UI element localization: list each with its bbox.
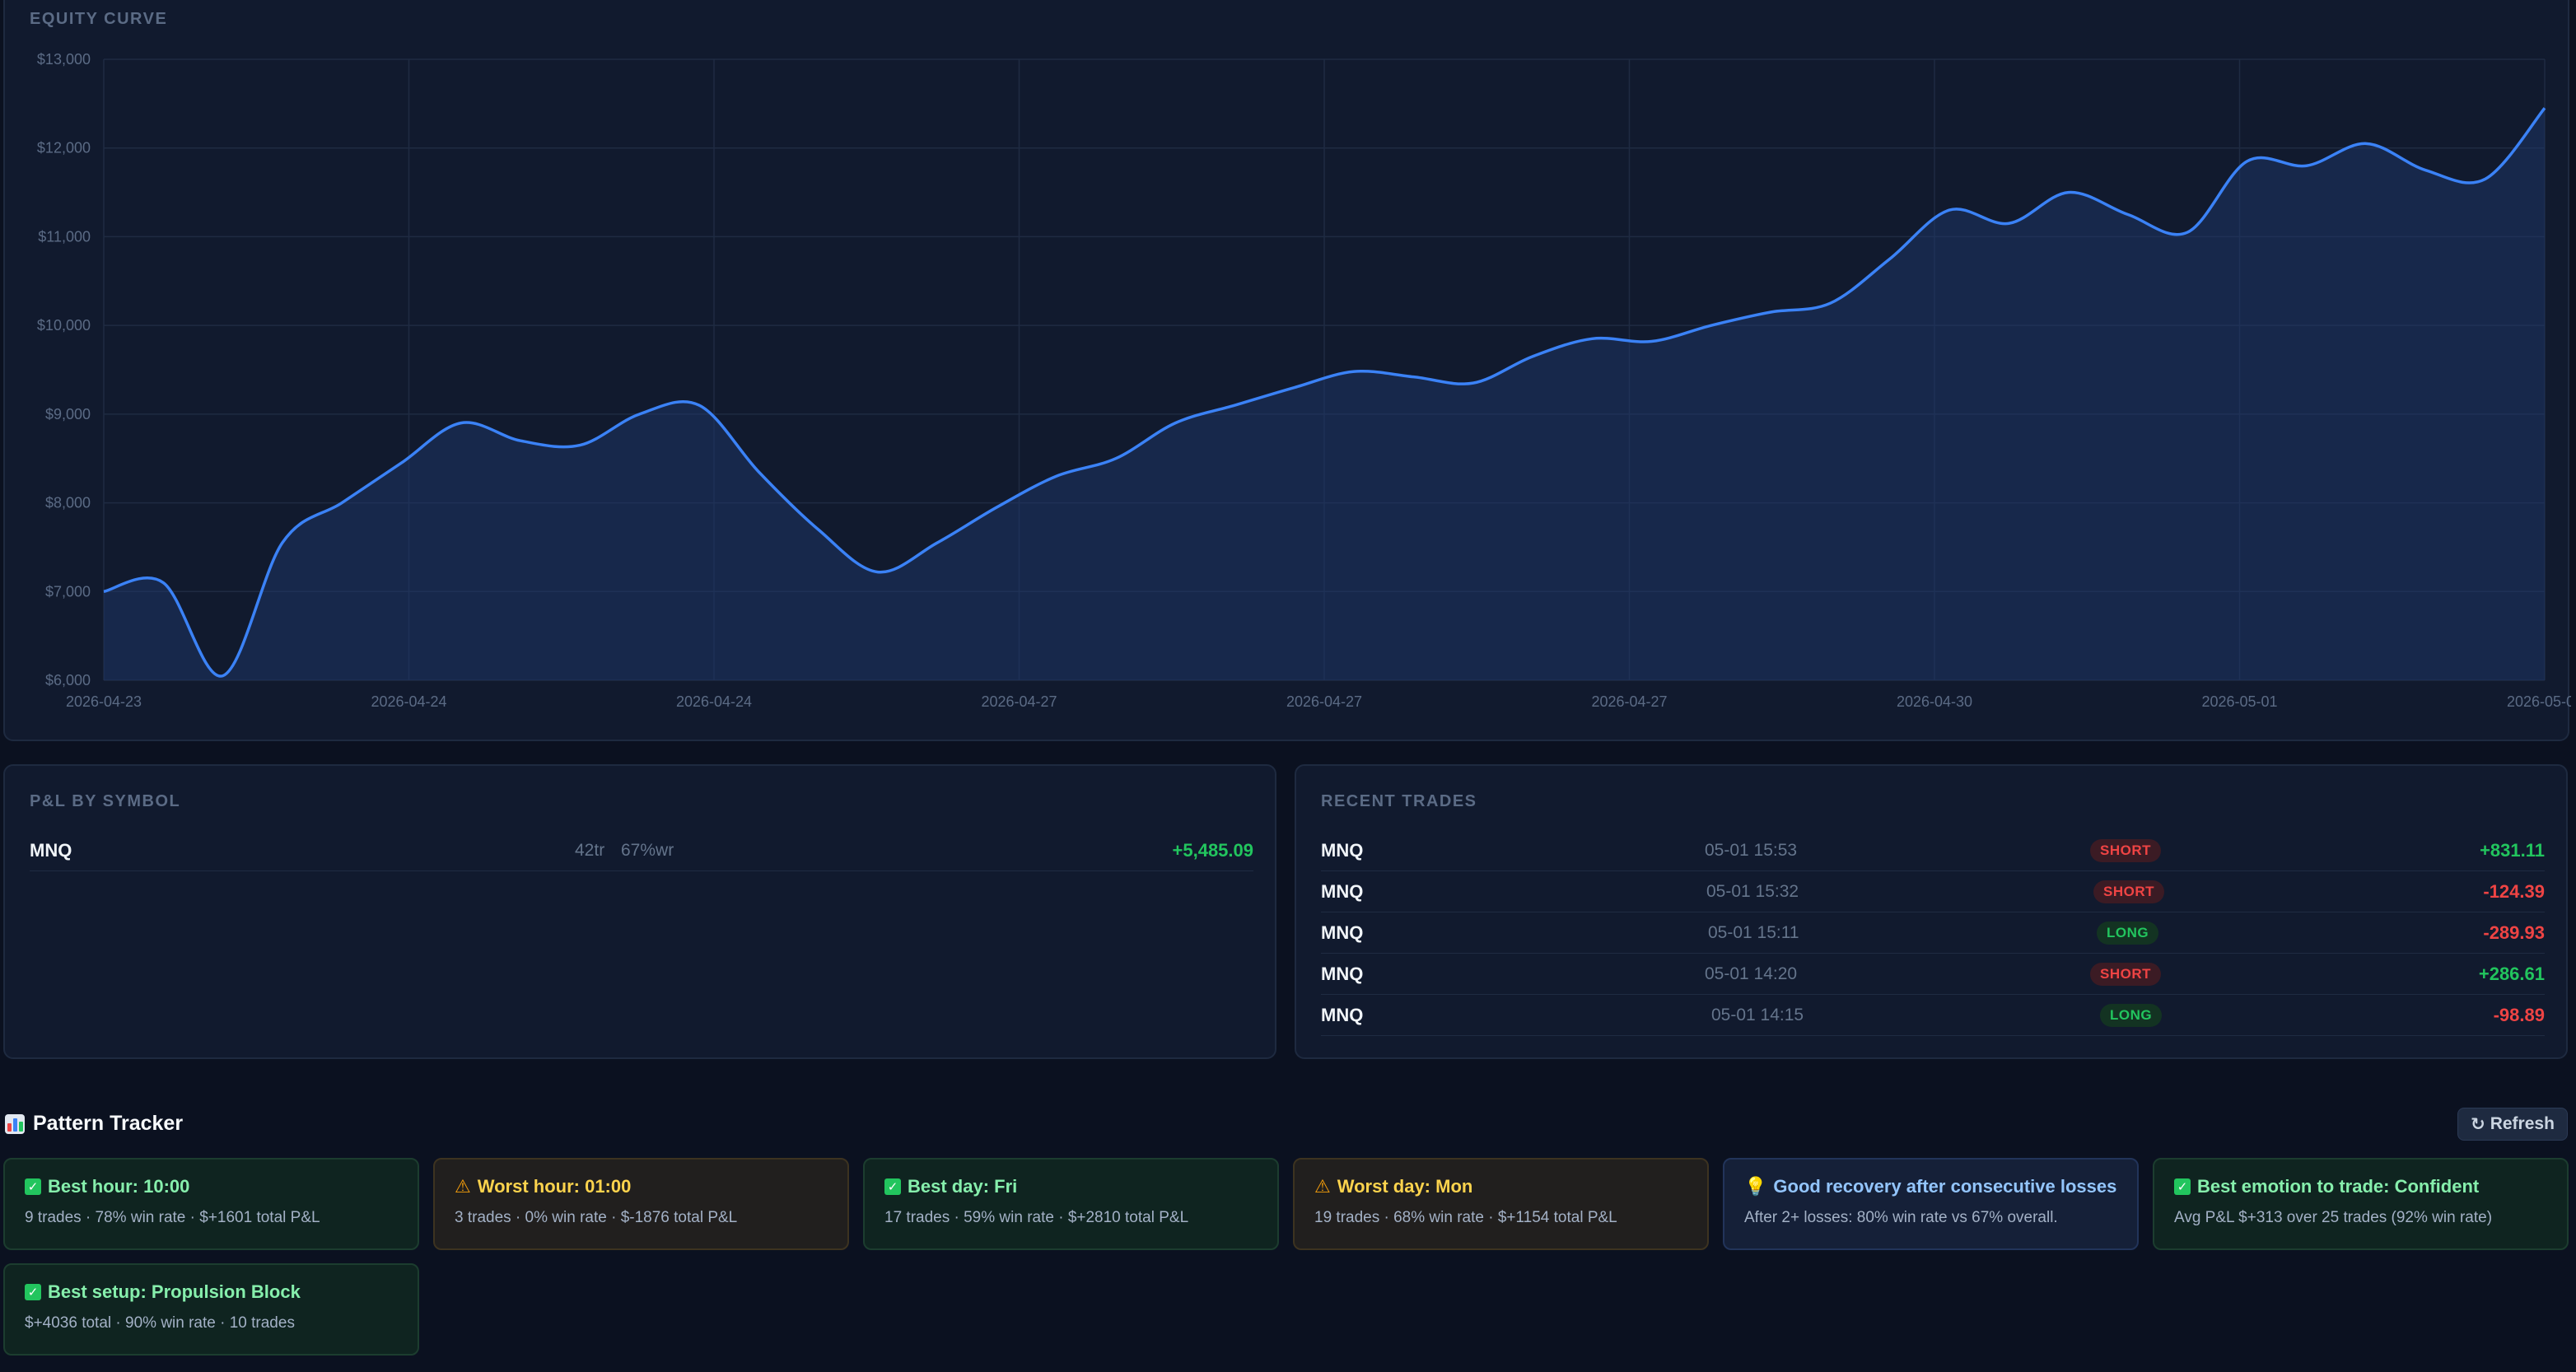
pattern-card: ✓ Best emotion to trade: Confident Avg P&…: [2153, 1158, 2569, 1250]
pattern-card-desc: 9 trades · 78% win rate · $+1601 total P…: [25, 1209, 320, 1226]
trade-time: 05-01 14:15: [1711, 1006, 1804, 1024]
pnl-by-symbol-title: P&L BY SYMBOL: [30, 792, 181, 810]
pattern-card-title: Best hour: 10:00: [48, 1176, 190, 1197]
y-tick-label: $9,000: [45, 406, 91, 422]
y-tick-label: $11,000: [38, 228, 91, 245]
refresh-icon: ↻: [2471, 1114, 2485, 1134]
equity-curve-title: EQUITY CURVE: [30, 10, 168, 28]
pattern-card-title: Best emotion to trade: Confident: [2197, 1176, 2480, 1197]
trade-side-badge: LONG: [2100, 1004, 2163, 1027]
x-tick-label: 2026-04-27: [1591, 693, 1667, 710]
equity-area-fill: [104, 108, 2545, 680]
pattern-card-desc: 19 trades · 68% win rate · $+1154 total …: [1314, 1209, 1617, 1226]
trade-row[interactable]: MNQ 05-01 15:32 SHORT -124.39: [1321, 871, 2545, 912]
trade-row[interactable]: MNQ 05-01 15:53 SHORT +831.11: [1321, 830, 2545, 871]
pattern-tracker-header: Pattern Tracker: [5, 1112, 183, 1136]
x-tick-label: 2026-05-01: [2507, 693, 2571, 710]
refresh-label: Refresh: [2490, 1114, 2555, 1133]
trade-symbol: MNQ: [1321, 964, 1364, 984]
y-tick-label: $6,000: [45, 672, 91, 688]
pattern-card-title: Good recovery after consecutive losses: [1773, 1176, 2117, 1197]
trade-row[interactable]: MNQ 05-01 14:15 LONG -98.89: [1321, 995, 2545, 1036]
equity-line: [103, 107, 2546, 678]
recent-trades-title: RECENT TRADES: [1321, 792, 1477, 810]
trade-symbol: MNQ: [1321, 922, 1364, 943]
trade-side-badge: LONG: [2097, 922, 2159, 945]
trade-pnl: -289.93: [2483, 922, 2545, 943]
x-tick-label: 2026-04-24: [676, 693, 752, 710]
pattern-card: ✓ Best hour: 10:00 9 trades · 78% win rat…: [3, 1158, 419, 1250]
pattern-card-title: Best setup: Propulsion Block: [48, 1281, 301, 1302]
y-tick-label: $8,000: [45, 495, 91, 511]
bar-chart-icon: [5, 1113, 25, 1134]
trade-side-badge: SHORT: [2093, 880, 2164, 903]
trade-time: 05-01 15:53: [1705, 841, 1798, 860]
pattern-card-title: Best day: Fri: [908, 1176, 1018, 1197]
trade-row[interactable]: MNQ 05-01 14:20 SHORT +286.61: [1321, 954, 2545, 995]
pattern-card-title: Worst day: Mon: [1337, 1176, 1473, 1197]
pattern-tracker-title: Pattern Tracker: [33, 1112, 184, 1135]
pnl-by-symbol-panel: P&L BY SYMBOL MNQ 42tr 67%wr +5,485.09: [3, 764, 1276, 1059]
y-tick-label: $12,000: [37, 140, 91, 156]
check-icon: ✓: [2174, 1178, 2191, 1195]
trade-time: 05-01 15:32: [1706, 882, 1799, 901]
pattern-card-desc: After 2+ losses: 80% win rate vs 67% ove…: [1744, 1209, 2058, 1226]
equity-curve-panel: EQUITY CURVE $6,000 $7,000 $8,000 $9,000 $10…: [3, 0, 2571, 741]
check-icon: ✓: [25, 1284, 41, 1300]
trade-time: 05-01 14:20: [1705, 964, 1798, 983]
trade-symbol: MNQ: [1321, 881, 1364, 902]
trade-count: 42tr: [575, 841, 605, 860]
symbol-pnl: +5,485.09: [1172, 840, 1253, 861]
trade-symbol: MNQ: [1321, 1005, 1364, 1025]
y-tick-label: $10,000: [37, 317, 91, 334]
trade-symbol: MNQ: [1321, 840, 1364, 861]
pattern-card-desc: 17 trades · 59% win rate · $+2810 total …: [884, 1209, 1189, 1226]
trade-pnl: -124.39: [2483, 881, 2545, 902]
trade-row[interactable]: MNQ 05-01 15:11 LONG -289.93: [1321, 912, 2545, 954]
win-rate: 67%wr: [621, 841, 674, 860]
pattern-card: ⚠ Worst hour: 01:00 3 trades · 0% win rat…: [433, 1158, 849, 1250]
pattern-card: ✓ Best day: Fri 17 trades · 59% win rate …: [863, 1158, 1279, 1250]
trade-side-badge: SHORT: [2090, 839, 2161, 862]
pattern-card-title: Worst hour: 01:00: [477, 1176, 632, 1197]
x-tick-label: 2026-04-27: [981, 693, 1057, 710]
trade-pnl: +831.11: [2480, 840, 2545, 861]
pattern-card-desc: 3 trades · 0% win rate · $-1876 total P&…: [455, 1209, 738, 1226]
trade-pnl: -98.89: [2493, 1005, 2545, 1025]
trade-time: 05-01 15:11: [1708, 923, 1799, 942]
pattern-card-desc: Avg P&L $+313 over 25 trades (92% win ra…: [2174, 1209, 2493, 1226]
warning-icon: ⚠: [1314, 1176, 1331, 1197]
refresh-button[interactable]: ↻ Refresh: [2457, 1108, 2568, 1141]
lightbulb-icon: 💡: [1744, 1176, 1767, 1197]
trade-pnl: +286.61: [2478, 964, 2545, 984]
y-tick-label: $13,000: [37, 51, 91, 68]
recent-trades-panel: RECENT TRADES MNQ 05-01 15:53 SHORT +831…: [1295, 764, 2568, 1059]
x-tick-label: 2026-04-27: [1286, 693, 1362, 710]
pattern-card: 💡 Good recovery after consecutive losses …: [1723, 1158, 2139, 1250]
symbol-row[interactable]: MNQ 42tr 67%wr +5,485.09: [30, 830, 1253, 871]
x-tick-label: 2026-04-24: [371, 693, 446, 710]
warning-icon: ⚠: [455, 1176, 471, 1197]
x-tick-label: 2026-05-01: [2201, 693, 2277, 710]
x-tick-label: 2026-04-23: [66, 693, 142, 710]
check-icon: ✓: [884, 1178, 901, 1195]
check-icon: ✓: [25, 1178, 41, 1195]
trade-side-badge: SHORT: [2090, 963, 2161, 986]
equity-curve-chart: $6,000 $7,000 $8,000 $9,000 $10,000 $11,000 $1…: [37, 51, 2571, 710]
symbol-name: MNQ: [30, 840, 72, 861]
pattern-card-desc: $+4036 total · 90% win rate · 10 trades: [25, 1314, 295, 1332]
y-tick-label: $7,000: [45, 583, 91, 600]
pattern-card: ✓ Best setup: Propulsion Block $+4036 tot…: [3, 1263, 419, 1356]
x-tick-label: 2026-04-30: [1897, 693, 1972, 710]
pattern-card: ⚠ Worst day: Mon 19 trades · 68% win rate…: [1293, 1158, 1709, 1250]
